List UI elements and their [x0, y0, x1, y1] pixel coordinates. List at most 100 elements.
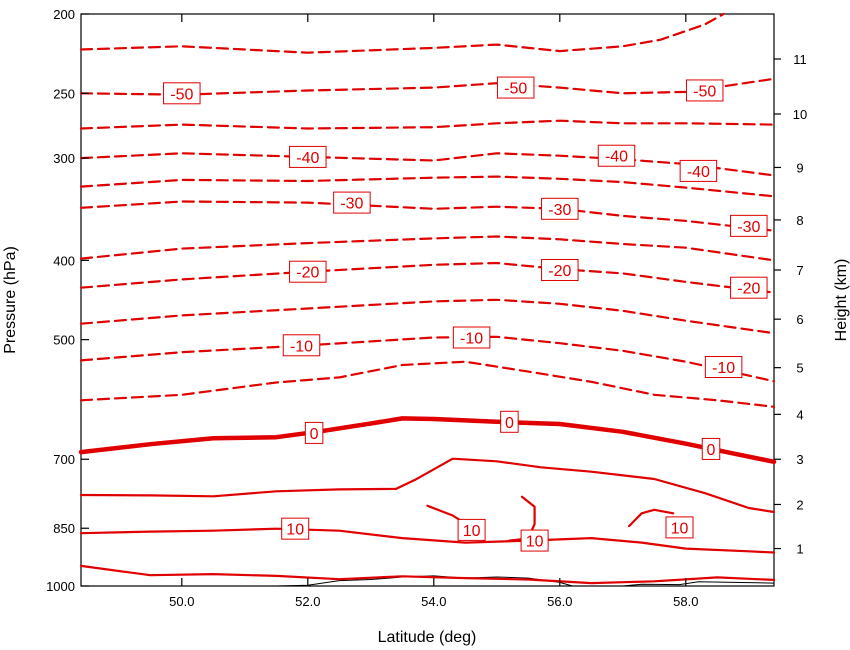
x-tick-label: 54.0 [421, 594, 446, 609]
contour-label-box [496, 76, 535, 99]
contour-label-box [730, 276, 768, 299]
contour-line-10 [79, 527, 776, 554]
contour-label-text: -10 [712, 360, 735, 377]
contour-label-box [704, 356, 743, 379]
contour-line-5 [79, 457, 776, 514]
y2-tick-label: 5 [796, 361, 803, 376]
y2-tick-label: 1 [796, 542, 803, 557]
contour-line--25 [79, 175, 776, 198]
x-tick-label: 56.0 [547, 594, 572, 609]
contour-label: -50 [685, 79, 724, 102]
contour-label-box [701, 437, 721, 460]
contour-label: 10 [520, 529, 549, 552]
contour-label-box [541, 197, 579, 220]
contour-label-box [163, 82, 201, 105]
contour-label-text: -30 [737, 219, 760, 236]
contour-line--40 [79, 152, 776, 177]
contour-label: -30 [541, 197, 579, 220]
contour-label-text: -50 [504, 81, 527, 98]
contour-label-text: 0 [707, 442, 716, 459]
contour-label: -10 [704, 356, 743, 379]
contour-label-text: -40 [687, 164, 710, 181]
contour-label-box [520, 529, 549, 552]
y2-tick-label: 10 [793, 107, 807, 122]
plot-frame [80, 13, 775, 587]
contour-label-text: -10 [460, 331, 483, 348]
contour-line-0 [78, 416, 777, 465]
contour-line--3 [79, 360, 776, 408]
contour-label: 0 [701, 437, 721, 460]
y-tick-label: 400 [53, 253, 75, 268]
contour-label-layer: -50 -50 -50 -40 -40 -40 -30 -30 -30 -20 -20 -20 -10 -… [163, 76, 768, 552]
y-tick-label: 700 [53, 452, 75, 467]
y2-tick-label: 7 [796, 263, 803, 278]
contour-label-box [597, 144, 636, 167]
contour-label-text: -30 [548, 202, 571, 219]
contour-label: 0 [304, 421, 324, 444]
y-tick-label: 250 [53, 86, 75, 101]
contour-label: -40 [597, 144, 636, 167]
contour-label-box [452, 326, 491, 349]
y-tick-label: 500 [53, 333, 75, 348]
x-axis-title: Latitude (deg) [378, 629, 477, 646]
contour-line-10 [628, 508, 675, 528]
x-tick-label: 52.0 [295, 594, 320, 609]
axis-layer: 50.0 52.0 54.0 56.0 58.020025030040050070085… [46, 7, 807, 609]
y2-tick-label: 6 [796, 312, 803, 327]
contour-label: -20 [730, 276, 768, 299]
contour-label-box [679, 159, 718, 182]
contour-label: -40 [679, 159, 718, 182]
y-axis-title: Pressure (hPa) [2, 246, 19, 354]
contour-label-box [281, 517, 310, 540]
contour-label-text: 10 [671, 520, 689, 537]
contour-label-text: -20 [548, 263, 571, 280]
contour-label-text: 0 [505, 415, 514, 432]
contour-label-text: 10 [286, 522, 304, 539]
y2-tick-label: 8 [796, 213, 803, 228]
contour-label-box [665, 516, 694, 539]
contour-label-text: 10 [526, 534, 544, 551]
contour-label-box [289, 145, 327, 168]
contour-label-box [289, 260, 327, 283]
contour-label-text: -20 [296, 265, 319, 282]
y2-tick-label: 9 [796, 160, 803, 175]
terrain-layer [276, 575, 775, 587]
y-tick-label: 300 [53, 151, 75, 166]
contour-label: -10 [452, 326, 491, 349]
contour-line--50 [79, 77, 776, 96]
y-tick-label: 850 [53, 521, 75, 536]
contour-label: -10 [282, 334, 321, 357]
y-tick-label: 1000 [46, 579, 75, 594]
y2-tick-label: 11 [793, 52, 807, 67]
x-tick-label: 58.0 [673, 594, 698, 609]
y2-tick-label: 4 [796, 407, 803, 422]
y2-tick-label: 2 [796, 497, 803, 512]
contour-line--15 [79, 235, 776, 262]
contour-line--45 [79, 12, 725, 54]
contour-label: -30 [333, 191, 371, 214]
contour-label-text: -50 [693, 83, 716, 100]
x-tick-label: 50.0 [169, 594, 194, 609]
y2-tick-label: 3 [796, 452, 803, 467]
y2-axis-title: Height (km) [833, 259, 850, 342]
contour-label: 10 [281, 517, 310, 540]
contour-line-15 [79, 564, 776, 585]
contour-label-text: 0 [310, 426, 319, 443]
contour-line--30 [79, 200, 776, 232]
contour-label: -20 [289, 260, 327, 283]
contour-label-box [457, 518, 486, 541]
contour-label-box [333, 191, 371, 214]
contour-label-box [541, 258, 579, 281]
contour-label: 0 [500, 410, 519, 433]
contour-label-box [304, 421, 324, 444]
contour-label-box [685, 79, 724, 102]
contour-label: 10 [665, 516, 694, 539]
contour-label: -50 [163, 82, 201, 105]
contour-label-box [500, 410, 519, 433]
contour-label: 10 [457, 518, 486, 541]
contour-label-box [730, 214, 768, 237]
contour-line--20 [79, 261, 776, 294]
contour-line--5 [79, 298, 776, 335]
contour-label-text: -10 [290, 338, 313, 355]
